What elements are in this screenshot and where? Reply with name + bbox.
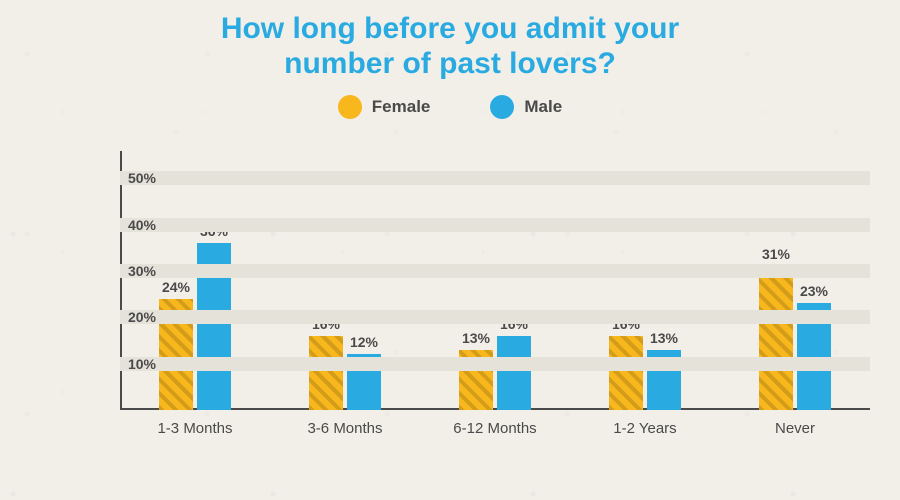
y-tick-label: 20% bbox=[112, 309, 156, 325]
gridline bbox=[120, 264, 870, 278]
chart-title: How long before you admit your number of… bbox=[0, 0, 900, 81]
legend-label-female: Female bbox=[372, 97, 431, 117]
legend-item-female: Female bbox=[338, 95, 431, 119]
bar-value-label: 13% bbox=[462, 330, 490, 346]
legend: Female Male bbox=[0, 95, 900, 119]
gridline bbox=[120, 310, 870, 324]
x-labels: 1-3 Months3-6 Months6-12 Months1-2 Years… bbox=[120, 410, 870, 440]
plot-area: 24%36%16%12%13%16%16%13%31%23% 10%20%30%… bbox=[120, 155, 870, 410]
bar-value-label: 13% bbox=[650, 330, 678, 346]
bar-group: 13% 16% bbox=[420, 155, 570, 410]
chart: 24%36% 16% 12% 13% 16% 16% 13% 31% 23% 10% 20% 30%… bbox=[70, 155, 870, 440]
bar-value-label: 12% bbox=[350, 334, 378, 350]
legend-dot-male bbox=[490, 95, 514, 119]
y-tick-label: 30% bbox=[112, 263, 156, 279]
legend-dot-female bbox=[338, 95, 362, 119]
bar-value-label: 23% bbox=[800, 283, 828, 299]
x-tick-label: 6-12 Months bbox=[420, 410, 570, 440]
bar-group: 31% 23% bbox=[720, 155, 870, 410]
bar-female: 31% bbox=[759, 266, 793, 410]
bar-value-label: 31% bbox=[762, 246, 790, 262]
bar-value-label: 24% bbox=[162, 279, 190, 295]
legend-item-male: Male bbox=[490, 95, 562, 119]
bar-female: 16% bbox=[309, 336, 343, 410]
y-tick-label: 40% bbox=[112, 217, 156, 233]
x-tick-label: 1-3 Months bbox=[120, 410, 270, 440]
bar-group: 24%36% bbox=[120, 155, 270, 410]
chart-title-line1: How long before you admit your bbox=[0, 12, 900, 47]
bar-groups: 24%36% 16% 12% 13% 16% 16% 13% 31% 23% bbox=[120, 155, 870, 410]
bar-female: 16% bbox=[609, 336, 643, 410]
bar-group: 16% 13% bbox=[570, 155, 720, 410]
bar-male: 16% bbox=[497, 336, 531, 410]
legend-label-male: Male bbox=[524, 97, 562, 117]
y-tick-label: 10% bbox=[112, 356, 156, 372]
gridline bbox=[120, 171, 870, 185]
bar-group: 16% 12% bbox=[270, 155, 420, 410]
gridline bbox=[120, 357, 870, 371]
y-tick-label: 50% bbox=[112, 170, 156, 186]
x-tick-label: 1-2 Years bbox=[570, 410, 720, 440]
chart-title-line2: number of past lovers? bbox=[0, 47, 900, 82]
gridline bbox=[120, 218, 870, 232]
x-tick-label: Never bbox=[720, 410, 870, 440]
x-tick-label: 3-6 Months bbox=[270, 410, 420, 440]
